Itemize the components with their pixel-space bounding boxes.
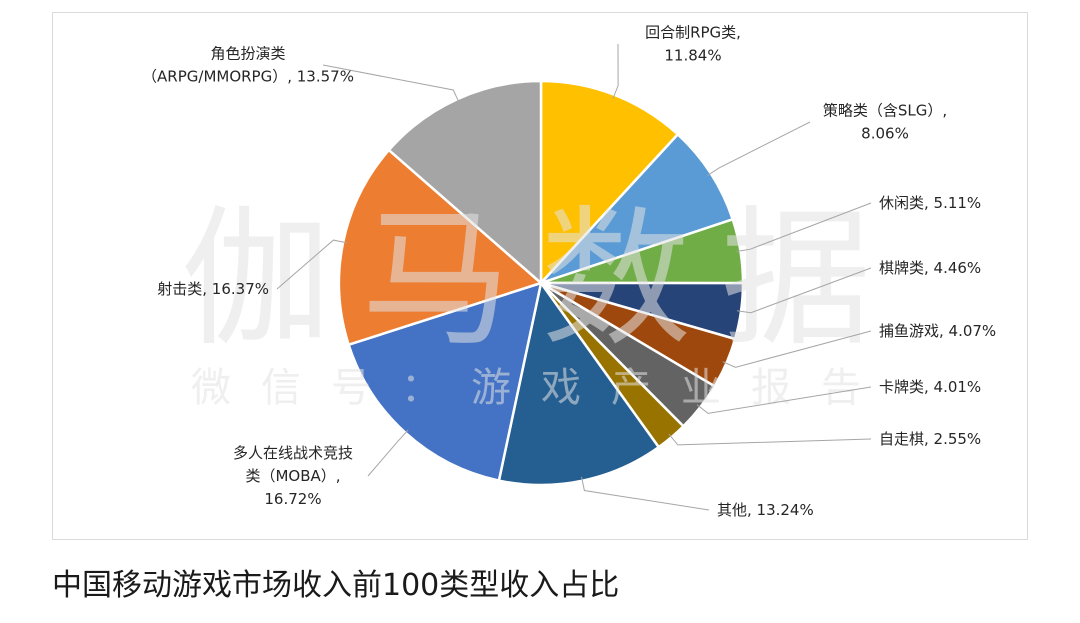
slice-label: 休闲类, 5.11%: [879, 194, 981, 212]
slice-label: 类（MOBA）,: [245, 467, 340, 485]
slice-label: 16.72%: [264, 490, 321, 508]
pie-chart: 伽马数据 微信号：游戏产业报告 回合制RPG类, 11.84% 策略类（含SLG）,…: [142, 24, 996, 520]
slice-label: 自走棋, 2.55%: [879, 430, 981, 448]
slice-label: 回合制RPG类,: [645, 24, 741, 42]
slice-label: 多人在线战术竞技: [233, 444, 353, 462]
slice-label: 8.06%: [861, 125, 909, 143]
watermark-sub: 微信号：游戏产业报告: [191, 365, 891, 411]
chart-caption: 中国移动游戏市场收入前100类型收入占比: [52, 568, 620, 603]
slice-label: 其他, 13.24%: [717, 501, 814, 519]
leader-line: [367, 429, 409, 477]
slice-label: （ARPG/MMORPG）, 13.57%: [142, 68, 354, 86]
leader-line: [322, 64, 460, 103]
slice-label: 棋牌类, 4.46%: [879, 259, 981, 277]
watermark-main: 伽马数据: [181, 193, 901, 367]
leader-line: [612, 43, 619, 99]
chart-frame: 伽马数据 微信号：游戏产业报告 回合制RPG类, 11.84% 策略类（含SLG）,…: [52, 12, 1028, 540]
leader-line: [668, 433, 872, 446]
slice-label: 卡牌类, 4.01%: [879, 378, 981, 396]
leader-line: [722, 330, 872, 368]
leader-line: [581, 476, 710, 511]
leader-line: [696, 386, 872, 414]
slice-label: 11.84%: [664, 47, 721, 65]
slice-label: 捕鱼游戏, 4.07%: [879, 322, 996, 340]
watermark: 伽马数据 微信号：游戏产业报告: [181, 193, 901, 411]
leader-line: [276, 239, 348, 290]
leader-line: [707, 121, 811, 176]
leader-line: [736, 202, 872, 252]
leader-line: [736, 267, 872, 314]
slice-label: 角色扮演类: [210, 45, 285, 63]
slice-label: 策略类（含SLG）,: [823, 102, 947, 120]
slice-label: 射击类, 16.37%: [157, 280, 269, 298]
